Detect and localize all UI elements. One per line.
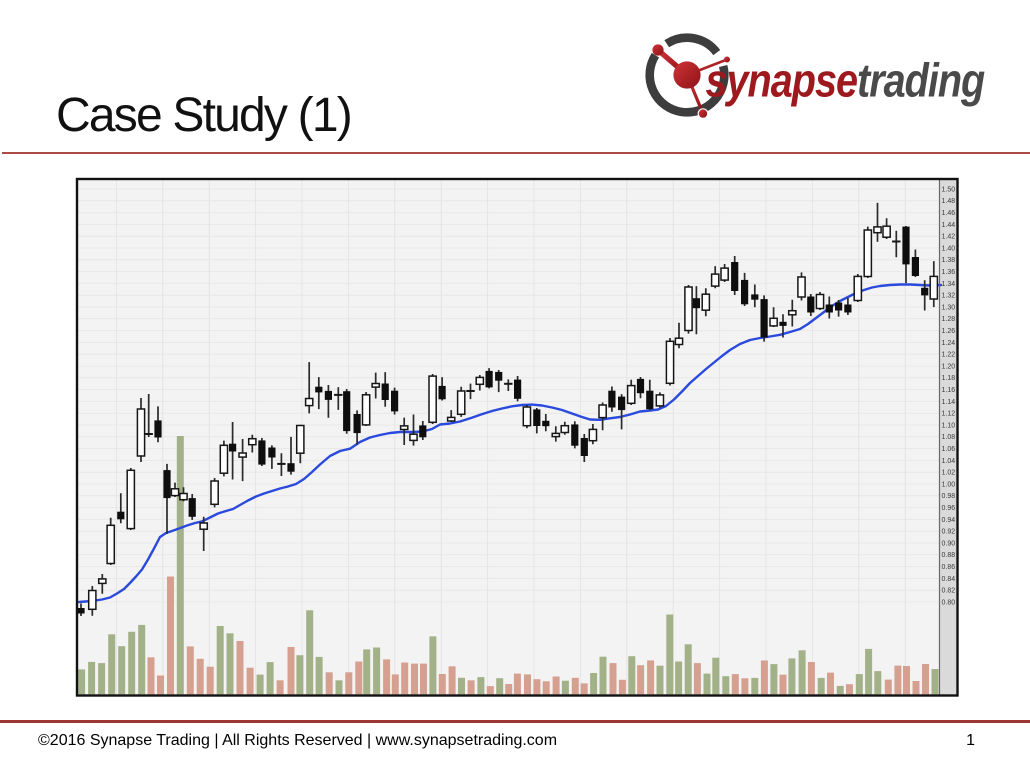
svg-text:1.04: 1.04 xyxy=(942,458,956,465)
svg-text:1.12: 1.12 xyxy=(942,411,956,418)
svg-text:1.46: 1.46 xyxy=(942,210,956,217)
svg-text:1.42: 1.42 xyxy=(942,234,956,241)
svg-text:1.00: 1.00 xyxy=(942,481,956,488)
svg-text:1.26: 1.26 xyxy=(942,328,956,335)
svg-text:0.96: 0.96 xyxy=(942,505,956,512)
svg-text:0.94: 0.94 xyxy=(942,517,956,524)
svg-text:0.86: 0.86 xyxy=(942,564,956,571)
svg-text:0.80: 0.80 xyxy=(942,599,956,606)
svg-text:1.44: 1.44 xyxy=(942,222,956,229)
svg-text:1.28: 1.28 xyxy=(942,316,956,323)
svg-text:1.18: 1.18 xyxy=(942,375,956,382)
svg-text:1.06: 1.06 xyxy=(942,446,956,453)
svg-text:0.92: 0.92 xyxy=(942,529,956,536)
svg-text:0.82: 0.82 xyxy=(942,588,956,595)
svg-text:1.48: 1.48 xyxy=(942,198,956,205)
svg-text:1.14: 1.14 xyxy=(942,399,956,406)
svg-text:0.84: 0.84 xyxy=(942,576,956,583)
svg-text:1.36: 1.36 xyxy=(942,269,956,276)
svg-text:1.24: 1.24 xyxy=(942,340,956,347)
svg-text:1.50: 1.50 xyxy=(942,186,956,193)
svg-text:1.34: 1.34 xyxy=(942,281,956,288)
svg-text:1.40: 1.40 xyxy=(942,245,956,252)
svg-text:1.22: 1.22 xyxy=(942,352,956,359)
svg-text:1.16: 1.16 xyxy=(942,387,956,394)
svg-text:0.88: 0.88 xyxy=(942,552,956,559)
svg-text:1.30: 1.30 xyxy=(942,304,956,311)
svg-text:1.38: 1.38 xyxy=(942,257,956,264)
svg-text:1.08: 1.08 xyxy=(942,434,956,441)
svg-text:1.10: 1.10 xyxy=(942,422,956,429)
svg-text:1.32: 1.32 xyxy=(942,293,956,300)
svg-text:1.20: 1.20 xyxy=(942,363,956,370)
svg-text:0.90: 0.90 xyxy=(942,540,956,547)
svg-text:0.98: 0.98 xyxy=(942,493,956,500)
svg-text:synapsetrading: synapsetrading xyxy=(706,55,985,107)
svg-text:1.02: 1.02 xyxy=(942,470,956,477)
